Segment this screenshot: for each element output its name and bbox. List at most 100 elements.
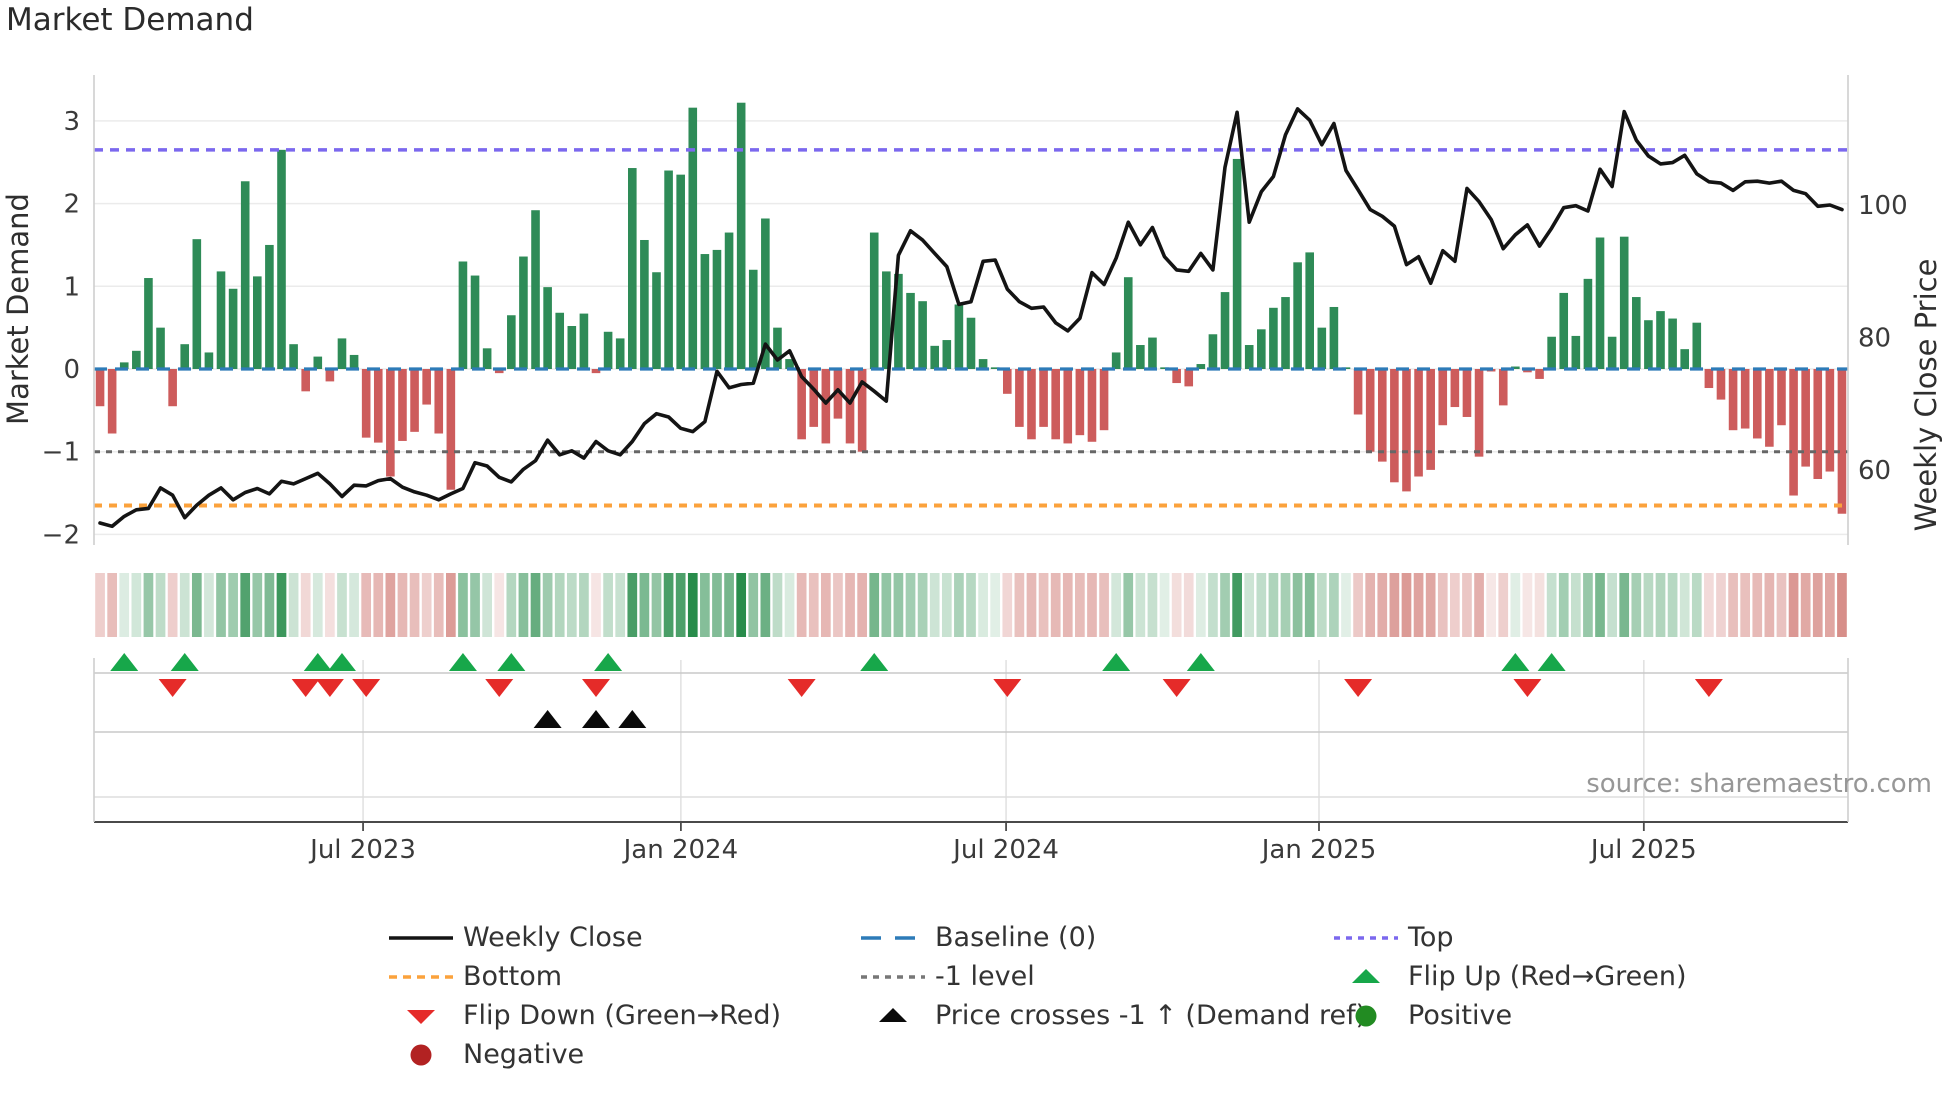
heatmap-cell [216,573,226,637]
heatmap-cell [1401,573,1412,637]
heatmap-cell [1704,573,1714,637]
demand-bar-positive [748,269,758,369]
demand-bar-positive [1232,158,1242,369]
heatmap-cell [615,573,626,637]
demand-bars [95,102,1847,514]
demand-bar-negative [1752,369,1762,439]
heatmap-cell [1353,573,1363,637]
heatmap-cell [1062,573,1073,637]
demand-bar-positive [579,313,589,369]
flip-down-marker-icon [993,679,1022,697]
heatmap-cell [1558,573,1569,637]
heatmap-cell [288,573,299,637]
demand-bar-positive [531,210,540,369]
demand-bar-negative [1837,369,1847,514]
demand-bar-positive [918,301,927,369]
demand-bar-negative [833,369,843,419]
heatmap-cell [1716,573,1726,637]
demand-bar-negative [809,369,819,427]
legend-item-price-cross: Price crosses -1 ↑ (Demand ref) [857,996,1366,1035]
demand-bar-positive [458,261,468,369]
heatmap-cell [857,573,867,637]
demand-bar-negative [1027,369,1036,440]
left-axis-tick-label: 1 [63,272,80,302]
demand-bar-positive [1244,345,1254,369]
demand-bar-negative [1002,369,1012,394]
demand-bar-negative [1450,369,1460,408]
demand-bar-positive [119,362,129,369]
left-axis-tick-label: −2 [42,520,80,550]
heatmap-cell [820,573,831,637]
legend-label: Negative [463,1039,585,1070]
demand-bar-positive [1668,318,1677,369]
top-dotted-line-icon [1330,927,1402,949]
demand-bar-positive [1257,329,1266,369]
heatmap-cell [1304,573,1315,637]
heatmap-cell [808,573,819,637]
flip-up-marker-icon [1537,653,1566,671]
heatmap-cell [748,573,759,637]
heatmap-cell [204,573,214,637]
heatmap-cell [1365,573,1376,637]
demand-bar-positive [724,232,734,369]
demand-bar-positive [1123,277,1133,369]
flip-down-marker-icon [315,679,344,697]
heatmap-cell [929,573,940,637]
signal-markers [110,653,1723,728]
heatmap-cell [905,573,916,637]
flip-up-marker-icon [594,653,623,671]
heatmap-cell [143,573,154,637]
price-line [98,107,1844,529]
flip-up-marker-icon [1186,653,1215,671]
gridlines [94,120,1848,822]
heatmap-cell [240,573,251,637]
demand-bar-negative [1462,369,1472,417]
demand-bar-negative [1172,369,1181,384]
demand-bar-negative [1426,369,1435,470]
demand-bar-positive [277,149,286,369]
heatmap-cell [1111,573,1122,637]
heatmap-cell [1534,573,1545,637]
heatmap-cell [760,573,771,637]
demand-bar-negative [434,369,444,434]
heatmap-cell [1413,573,1424,637]
heatmap-cell [1316,573,1327,637]
heatmap-cell [1631,573,1642,637]
demand-bar-positive [990,367,1000,369]
legend-label: -1 level [935,961,1035,992]
demand-bar-positive [240,181,250,369]
heatmap-cell [881,573,892,637]
flip-down-marker-icon [787,679,816,697]
flip-up-marker-icon [860,653,889,671]
demand-bar-positive [978,359,988,369]
demand-bar-positive [1619,236,1629,369]
demand-bar-negative [386,369,395,477]
legend-column-2: Baseline (0) -1 level Price crosses -1 ↑… [857,918,1366,1035]
flip-up-marker-icon [497,653,526,671]
demand-bar-negative [1765,369,1774,447]
heatmap-cell [1292,573,1303,637]
demand-bar-positive [1281,297,1290,369]
heatmap-cell [1135,573,1146,637]
heatmap-cell [663,573,674,637]
plot-spines [93,75,1849,822]
heatmap-cell [1643,573,1654,637]
flip-up-marker-icon [170,653,199,671]
demand-bar-positive [144,278,153,369]
heatmap-cell [1425,573,1436,637]
flip-down-marker-icon [1162,679,1191,697]
demand-bar-negative [591,369,601,374]
heatmap-cell [1014,573,1025,637]
heatmap-cell [1619,573,1630,637]
legend-label: Baseline (0) [935,922,1097,953]
demand-bar-positive [313,356,323,369]
legend-item-positive: Positive [1330,996,1687,1035]
heatmap-cell [1256,573,1267,637]
legend-item-weekly-close: Weekly Close [385,918,781,957]
heatmap-cell [1825,573,1835,637]
demand-bar-negative [410,369,419,432]
heatmap-cell [990,573,1001,637]
heatmap-cell [470,573,480,637]
demand-bar-positive [736,102,746,370]
heatmap-cell [421,573,432,637]
